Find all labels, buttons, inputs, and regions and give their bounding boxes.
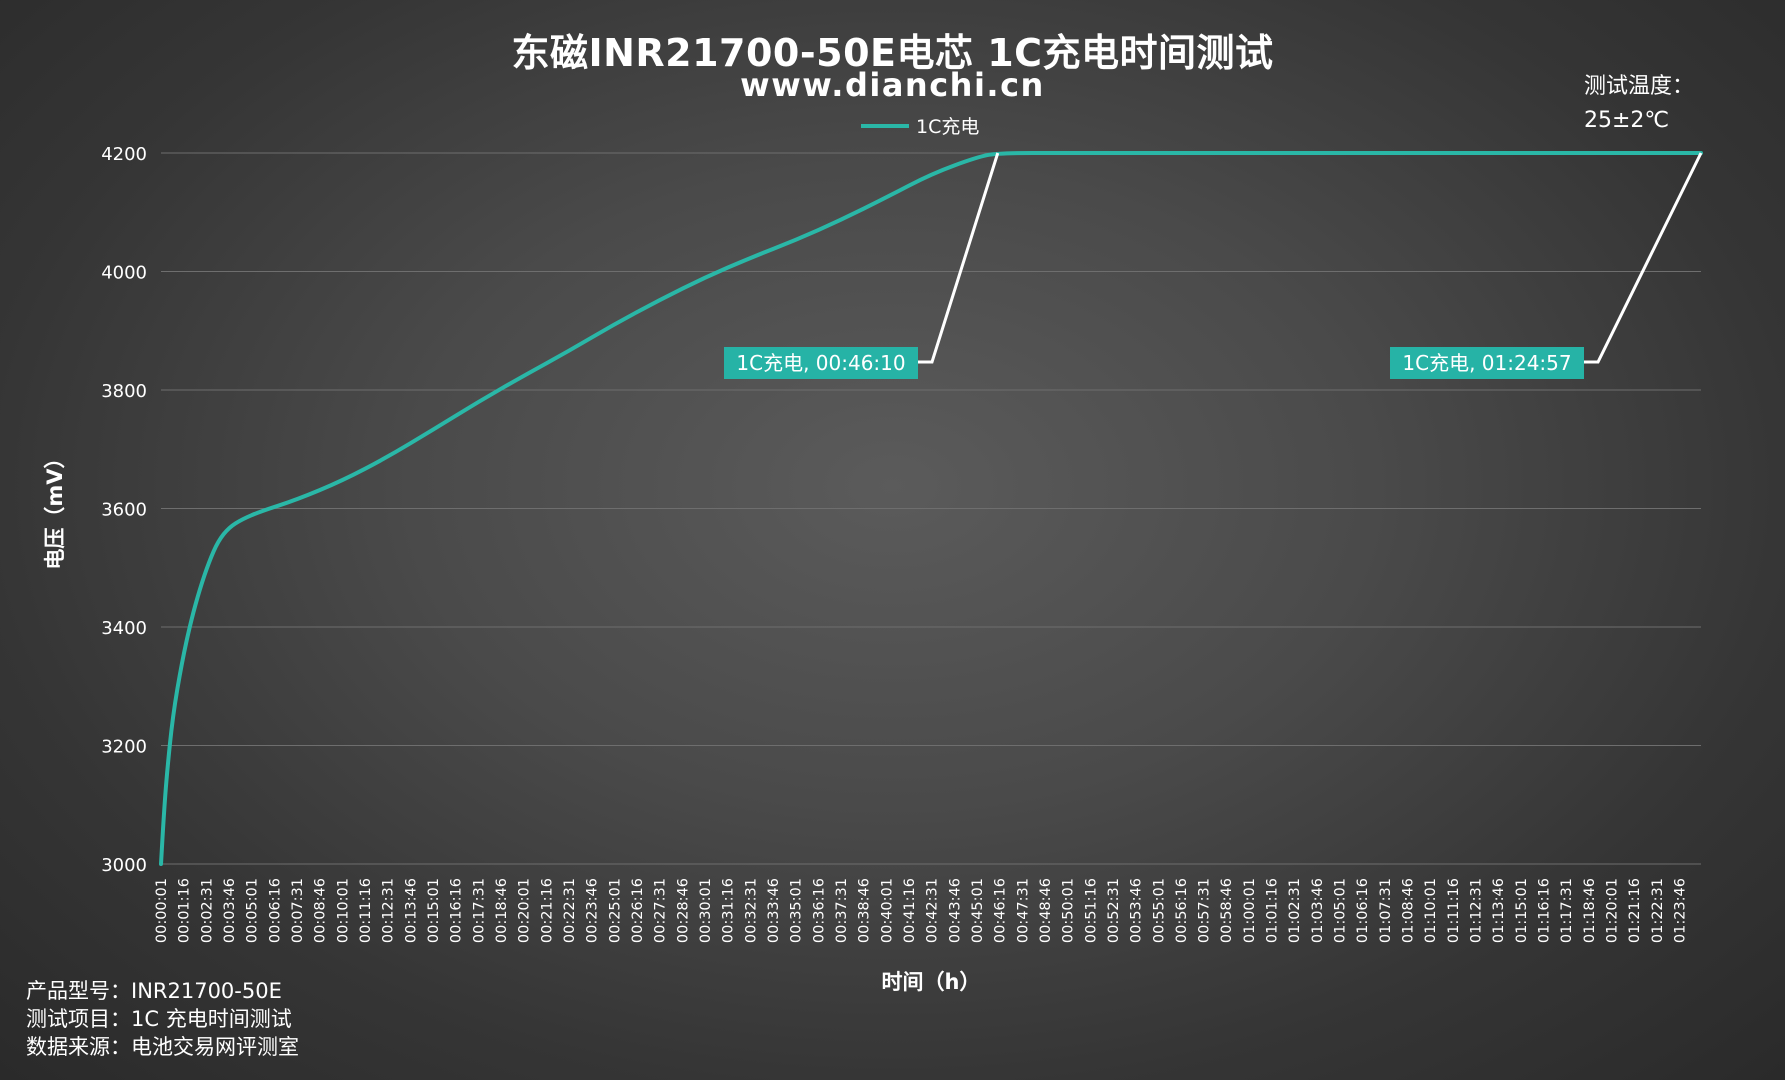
x-tick-label: 01:13:46 [1491,878,1507,943]
footer-info: 产品型号：INR21700-50E 测试项目：1C 充电时间测试 数据来源：电池… [26,977,299,1061]
x-tick-label: 00:52:31 [1106,878,1122,943]
x-tick-label: 01:17:31 [1559,878,1575,943]
chart-title: 东磁INR21700-50E电芯 1C充电时间测试 [511,31,1274,75]
x-tick-label: 00:00:01 [154,878,170,943]
x-tick-label: 01:18:46 [1582,878,1598,943]
x-tick-label: 01:11:16 [1446,878,1462,943]
x-tick-label: 01:12:31 [1469,878,1485,943]
temperature-label: 测试温度： [1584,74,1695,99]
x-tick-label: 00:17:31 [471,878,487,943]
x-tick-label: 00:31:16 [721,878,737,943]
y-tick-label: 3400 [101,618,147,639]
x-tick-label: 00:06:16 [267,878,283,943]
callout-leader-1 [918,152,1000,364]
y-tick-label: 3200 [101,737,147,758]
x-tick-label: 00:42:31 [925,878,941,943]
legend-label: 1C充电 [916,116,979,138]
x-tick-label: 00:28:46 [675,878,691,943]
x-tick-label: 00:02:31 [199,878,215,943]
x-tick-label: 01:07:31 [1378,878,1394,943]
x-tick-label: 00:30:01 [698,878,714,943]
x-tick-label: 00:16:16 [449,878,465,943]
x-tick-label: 00:07:31 [290,878,306,943]
x-tick-label: 00:41:16 [902,878,918,943]
y-tick-label: 3800 [101,381,147,402]
y-tick-label: 4200 [101,144,147,165]
x-tick-label: 00:03:46 [222,878,238,943]
x-tick-label: 01:03:46 [1310,878,1326,943]
temperature-note: 测试温度： 25±2℃ [1584,70,1694,138]
y-tick-label: 3600 [101,500,147,521]
x-tick-label: 01:15:01 [1514,878,1530,943]
y-axis-title: 电压（mV） [43,447,67,569]
y-tick-label: 3000 [101,855,147,876]
callout-box-2 [1390,347,1584,379]
x-tick-label: 01:02:31 [1287,878,1303,943]
x-tick-label: 01:21:16 [1627,878,1643,943]
x-tick-label: 01:08:46 [1401,878,1417,943]
x-tick-label: 00:23:46 [585,878,601,943]
x-tick-label: 00:26:16 [630,878,646,943]
callout-label-1: 1C充电, 00:46:10 [736,351,905,375]
chart-subtitle: www.dianchi.cn [740,66,1045,104]
x-tick-label: 01:00:01 [1242,878,1258,943]
x-tick-label: 00:33:46 [766,878,782,943]
x-tick-label: 00:22:31 [562,878,578,943]
footer-model: 产品型号：INR21700-50E [26,979,282,1003]
x-tick-label: 00:15:01 [426,878,442,943]
x-tick-label: 00:37:31 [834,878,850,943]
x-tick-label: 00:58:46 [1219,878,1235,943]
x-tick-label: 00:51:16 [1083,878,1099,943]
x-tick-label: 00:05:01 [245,878,261,943]
callout-box-1 [724,347,918,379]
y-tick-label: 4000 [101,263,147,284]
x-tick-label: 00:32:31 [743,878,759,943]
x-tick-label: 00:46:16 [993,878,1009,943]
x-tick-label: 00:55:01 [1151,878,1167,943]
callout-label-2: 1C充电, 01:24:57 [1402,351,1571,375]
x-tick-label: 01:20:01 [1605,878,1621,943]
x-axis-title: 时间（h） [882,970,981,994]
x-tick-label: 00:38:46 [857,878,873,943]
x-tick-label: 00:13:46 [403,878,419,943]
x-tick-label: 01:01:16 [1265,878,1281,943]
x-tick-label: 00:18:46 [494,878,510,943]
x-tick-label: 00:25:01 [607,878,623,943]
x-tick-label: 00:21:16 [539,878,555,943]
x-tick-label: 00:50:01 [1061,878,1077,943]
x-tick-label: 00:12:31 [381,878,397,943]
x-tick-label: 01:06:16 [1355,878,1371,943]
x-tick-label: 00:48:46 [1038,878,1054,943]
x-tick-label: 00:27:31 [653,878,669,943]
x-tick-label: 01:23:46 [1673,878,1689,943]
footer-test-item: 测试项目：1C 充电时间测试 [26,1007,292,1031]
x-tick-label: 00:56:16 [1174,878,1190,943]
x-tick-label: 00:10:01 [335,878,351,943]
x-tick-label: 00:53:46 [1129,878,1145,943]
x-tick-label: 01:16:16 [1537,878,1553,943]
x-tick-label: 01:22:31 [1650,878,1666,943]
x-tick-label: 00:20:01 [517,878,533,943]
x-tick-label: 00:43:46 [947,878,963,943]
footer-source: 数据来源：电池交易网评测室 [26,1035,299,1059]
series-line-1c-charge [159,150,1703,866]
x-tick-label: 00:08:46 [313,878,329,943]
x-tick-label: 00:47:31 [1015,878,1031,943]
x-tick-label: 00:45:01 [970,878,986,943]
x-tick-label: 00:01:16 [177,878,193,943]
x-tick-label: 00:57:31 [1197,878,1213,943]
x-tick-label: 00:35:01 [789,878,805,943]
x-tick-label: 00:36:16 [811,878,827,943]
x-tick-label: 00:40:01 [879,878,895,943]
temperature-value: 25±2℃ [1584,108,1670,133]
x-tick-label: 01:10:01 [1423,878,1439,943]
x-tick-label: 01:05:01 [1333,878,1349,943]
x-tick-label: 00:11:16 [358,878,374,943]
callout-leader-2 [1584,152,1703,364]
